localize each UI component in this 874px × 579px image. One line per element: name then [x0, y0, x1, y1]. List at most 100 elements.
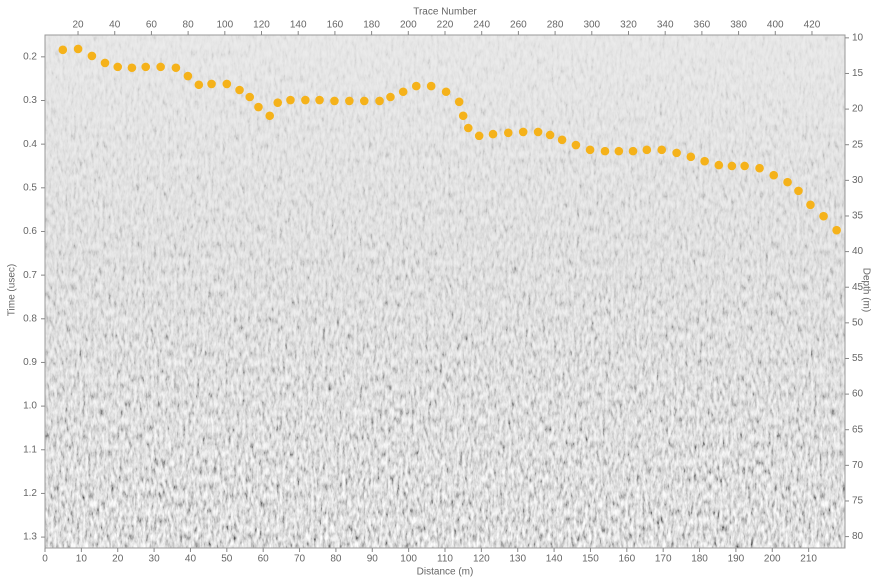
x-tick-label: 40	[185, 554, 197, 565]
horizon-pick	[59, 46, 68, 55]
horizon-pick	[254, 103, 263, 112]
y-tick-label: 1.1	[23, 444, 37, 455]
horizon-pick	[235, 86, 244, 95]
x-tick-label: 130	[509, 554, 526, 565]
horizon-pick	[386, 93, 395, 102]
horizon-pick	[715, 161, 724, 170]
horizon-pick	[88, 52, 97, 61]
x-tick-label: 90	[367, 554, 379, 565]
y-axis-label: Time (usec)	[7, 264, 18, 316]
horizon-pick	[442, 87, 451, 96]
y-tick-label: 1.0	[23, 401, 37, 412]
horizon-pick	[207, 80, 216, 89]
y2-tick-label: 75	[852, 496, 864, 507]
horizon-pick	[101, 59, 110, 68]
horizon-pick	[519, 128, 528, 137]
y-tick-label: 0.6	[23, 226, 37, 237]
horizon-pick	[475, 132, 484, 141]
x2-tick-label: 280	[547, 20, 564, 31]
x2-tick-label: 240	[473, 20, 490, 31]
horizon-pick	[128, 63, 137, 72]
x2-tick-label: 100	[216, 20, 233, 31]
x-tick-label: 10	[76, 554, 88, 565]
x2-tick-label: 40	[109, 20, 121, 31]
x-tick-label: 100	[400, 554, 417, 565]
y-tick-label: 0.4	[23, 139, 37, 150]
y2-tick-label: 20	[852, 104, 864, 115]
x2-tick-label: 340	[657, 20, 674, 31]
x-tick-label: 70	[294, 554, 306, 565]
x-tick-label: 30	[149, 554, 161, 565]
x2-tick-label: 260	[510, 20, 527, 31]
horizon-pick	[728, 162, 737, 171]
horizon-pick	[572, 141, 581, 150]
horizon-pick	[615, 147, 624, 156]
x2-tick-label: 200	[400, 20, 417, 31]
y-tick-label: 0.2	[23, 51, 37, 62]
horizon-pick	[156, 63, 165, 72]
horizon-pick	[806, 201, 815, 210]
x-tick-label: 190	[728, 554, 745, 565]
y-tick-label: 0.9	[23, 357, 37, 368]
horizon-pick	[315, 96, 324, 105]
horizon-pick	[629, 147, 638, 156]
x2-tick-label: 360	[694, 20, 711, 31]
x-tick-label: 200	[764, 554, 781, 565]
horizon-pick	[113, 63, 122, 72]
x-tick-label: 80	[330, 554, 342, 565]
x2-tick-label: 20	[72, 20, 84, 31]
x-tick-label: 0	[42, 554, 48, 565]
horizon-pick	[412, 82, 421, 91]
horizon-pick	[601, 147, 610, 156]
horizon-pick	[643, 146, 652, 155]
y2-tick-label: 15	[852, 68, 864, 79]
x-tick-label: 160	[618, 554, 635, 565]
horizon-pick	[301, 96, 310, 105]
y-tick-label: 0.5	[23, 182, 37, 193]
y2-tick-label: 40	[852, 246, 864, 257]
horizon-pick	[399, 87, 408, 96]
horizon-pick	[755, 164, 764, 173]
horizon-pick	[427, 82, 436, 91]
horizon-pick	[832, 226, 841, 235]
chart: Distance (m) Trace Number Time (usec) De…	[0, 0, 874, 579]
x2-axis-label: Trace Number	[413, 7, 477, 18]
horizon-pick	[558, 135, 567, 144]
horizon-pick	[783, 178, 792, 187]
radargram-shade	[45, 35, 845, 548]
horizon-pick	[687, 153, 696, 162]
horizon-pick	[345, 97, 354, 106]
x2-tick-label: 140	[290, 20, 307, 31]
horizon-pick	[819, 212, 828, 221]
horizon-pick	[195, 80, 204, 89]
x-tick-label: 50	[221, 554, 233, 565]
horizon-pick	[265, 111, 274, 120]
x-tick-label: 180	[691, 554, 708, 565]
horizon-pick	[172, 63, 181, 72]
horizon-pick	[141, 63, 150, 72]
horizon-pick	[459, 111, 468, 120]
x-tick-label: 210	[800, 554, 817, 565]
y2-tick-label: 50	[852, 317, 864, 328]
x-tick-label: 170	[655, 554, 672, 565]
horizon-pick	[273, 98, 282, 107]
x-tick-label: 60	[258, 554, 270, 565]
x-tick-label: 20	[112, 554, 124, 565]
y-tick-label: 1.3	[23, 532, 37, 543]
y-tick-label: 0.8	[23, 313, 37, 324]
y2-tick-label: 70	[852, 460, 864, 471]
horizon-pick	[330, 97, 339, 106]
horizon-pick	[245, 93, 254, 102]
y2-tick-label: 35	[852, 211, 864, 222]
horizon-pick	[504, 128, 513, 137]
x2-tick-label: 180	[363, 20, 380, 31]
horizon-pick	[769, 171, 778, 180]
horizon-pick	[375, 97, 384, 106]
x-tick-label: 140	[546, 554, 563, 565]
x-tick-label: 110	[437, 554, 453, 565]
x2-tick-label: 420	[804, 20, 821, 31]
horizon-pick	[286, 96, 295, 105]
horizon-pick	[534, 128, 543, 137]
y2-tick-label: 45	[852, 282, 864, 293]
x2-tick-label: 400	[767, 20, 784, 31]
